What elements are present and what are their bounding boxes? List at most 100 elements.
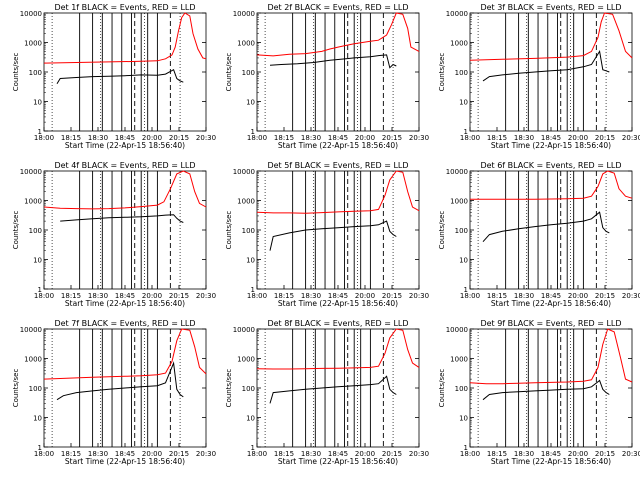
x-axis-label: Start Time (22-Apr-15 18:56:40) — [65, 141, 185, 150]
y-tick-label: 10000 — [446, 10, 468, 18]
x-tick-label: 18:15 — [274, 450, 294, 458]
x-tick-label: 20:30 — [196, 292, 216, 300]
x-tick-label: 18:45 — [328, 134, 348, 142]
x-tick-label: 18:30 — [301, 450, 321, 458]
y-tick-label: 1000 — [450, 40, 468, 48]
chart-panel: Det 8f BLACK = Events, RED = LLD 1 10 100 10… — [225, 319, 429, 466]
y-tick-label: 100 — [242, 385, 255, 393]
y-axis-label: Counts/sec — [12, 369, 20, 408]
lld-series-line — [469, 12, 633, 61]
y-tick-label: 10 — [459, 415, 468, 423]
y-tick-label: 10000 — [233, 168, 255, 176]
plot-frame — [256, 12, 420, 132]
y-tick-label: 1000 — [450, 356, 468, 364]
x-tick-label: 18:30 — [301, 292, 321, 300]
x-tick-label: 18:30 — [514, 134, 534, 142]
chart-title: Det 3f BLACK = Events, RED = LLD — [480, 3, 621, 12]
x-tick-label: 20:00 — [568, 292, 588, 300]
plot-frame — [43, 170, 207, 290]
chart-title: Det 5f BLACK = Events, RED = LLD — [267, 161, 408, 170]
y-tick-label: 100 — [455, 69, 468, 77]
y-axis-label: Counts/sec — [12, 53, 20, 92]
lld-series-line — [43, 12, 207, 64]
plot-frame — [469, 12, 633, 132]
y-axis-label: Counts/sec — [12, 211, 20, 250]
y-tick-label: 10 — [246, 99, 255, 107]
x-tick-label: 18:00 — [34, 134, 54, 142]
y-axis-label: Counts/sec — [225, 211, 233, 250]
events-series-line — [56, 68, 184, 84]
chart-panel: Det 3f BLACK = Events, RED = LLD 1 10 100 10… — [438, 3, 640, 150]
y-tick-label: 1 — [464, 444, 468, 452]
x-tick-label: 18:15 — [487, 450, 507, 458]
plot-frame — [43, 12, 207, 132]
x-tick-label: 18:45 — [115, 450, 135, 458]
lld-series-line — [469, 328, 633, 385]
x-tick-label: 18:00 — [460, 292, 480, 300]
x-tick-label: 20:15 — [595, 134, 615, 142]
x-tick-label: 18:00 — [460, 134, 480, 142]
y-axis-label: Counts/sec — [438, 211, 446, 250]
x-tick-label: 20:00 — [355, 292, 375, 300]
y-tick-label: 1000 — [24, 356, 42, 364]
y-tick-label: 10 — [246, 257, 255, 265]
lld-series-line — [43, 170, 207, 210]
y-tick-label: 10 — [459, 99, 468, 107]
x-axis-label: Start Time (22-Apr-15 18:56:40) — [278, 457, 398, 466]
y-tick-label: 1 — [38, 444, 42, 452]
chart-title: Det 6f BLACK = Events, RED = LLD — [480, 161, 621, 170]
y-tick-label: 100 — [29, 227, 42, 235]
x-tick-label: 18:45 — [541, 134, 561, 142]
x-tick-label: 18:45 — [115, 292, 135, 300]
events-series-line — [269, 220, 397, 251]
x-tick-label: 20:30 — [622, 292, 640, 300]
plot-frame — [469, 328, 633, 448]
y-tick-label: 10000 — [20, 10, 42, 18]
x-tick-label: 18:15 — [487, 134, 507, 142]
x-tick-label: 18:00 — [34, 450, 54, 458]
y-tick-label: 10 — [33, 415, 42, 423]
x-tick-label: 20:00 — [142, 292, 162, 300]
x-axis-label: Start Time (22-Apr-15 18:56:40) — [491, 141, 611, 150]
chart-title: Det 1f BLACK = Events, RED = LLD — [54, 3, 195, 12]
y-tick-label: 100 — [29, 69, 42, 77]
x-tick-label: 18:30 — [514, 292, 534, 300]
x-tick-label: 18:30 — [88, 450, 108, 458]
x-tick-label: 18:30 — [514, 450, 534, 458]
x-tick-label: 18:15 — [487, 292, 507, 300]
y-tick-label: 10000 — [233, 326, 255, 334]
x-tick-label: 18:45 — [328, 292, 348, 300]
y-tick-label: 1 — [251, 286, 255, 294]
x-tick-label: 18:30 — [301, 134, 321, 142]
y-tick-label: 1 — [464, 128, 468, 136]
x-tick-label: 20:00 — [355, 134, 375, 142]
y-tick-label: 1 — [38, 128, 42, 136]
lld-series-line — [256, 170, 420, 214]
y-tick-label: 100 — [242, 227, 255, 235]
plot-frame — [469, 170, 633, 290]
x-tick-label: 20:15 — [382, 450, 402, 458]
x-tick-label: 18:15 — [61, 134, 81, 142]
y-tick-label: 1000 — [237, 356, 255, 364]
y-tick-label: 100 — [242, 69, 255, 77]
x-tick-label: 18:00 — [247, 134, 267, 142]
x-tick-label: 20:30 — [409, 134, 429, 142]
chart-title: Det 9f BLACK = Events, RED = LLD — [480, 319, 621, 328]
x-tick-label: 18:00 — [460, 450, 480, 458]
events-series-line — [56, 361, 184, 401]
y-tick-label: 1 — [464, 286, 468, 294]
chart-panel: Det 6f BLACK = Events, RED = LLD 1 10 100 10… — [438, 161, 640, 308]
lld-series-line — [256, 328, 420, 370]
y-tick-label: 1 — [251, 128, 255, 136]
y-tick-label: 1000 — [450, 198, 468, 206]
y-tick-label: 10000 — [20, 168, 42, 176]
lld-series-line — [43, 328, 207, 380]
y-tick-label: 10000 — [233, 10, 255, 18]
x-tick-label: 18:15 — [61, 450, 81, 458]
y-tick-label: 1000 — [237, 40, 255, 48]
x-axis-label: Start Time (22-Apr-15 18:56:40) — [491, 457, 611, 466]
x-axis-label: Start Time (22-Apr-15 18:56:40) — [65, 299, 185, 308]
x-tick-label: 20:30 — [622, 450, 640, 458]
x-tick-label: 20:15 — [169, 292, 189, 300]
y-tick-label: 10 — [33, 99, 42, 107]
